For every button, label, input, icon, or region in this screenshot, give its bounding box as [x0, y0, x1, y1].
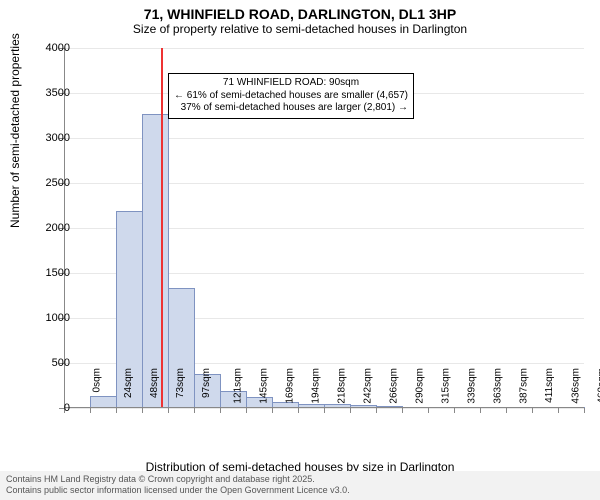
x-tick-label: 315sqm	[441, 368, 452, 404]
y-tick-label: 3500	[10, 87, 70, 99]
x-tick-label: 339sqm	[467, 368, 478, 404]
x-tick-mark	[142, 408, 143, 413]
chart-subtitle: Size of property relative to semi-detach…	[0, 22, 600, 40]
x-tick-mark	[454, 408, 455, 413]
gridline	[64, 48, 584, 49]
y-tick-label: 2500	[10, 177, 70, 189]
x-tick-mark	[246, 408, 247, 413]
x-tick-label: 436sqm	[571, 368, 582, 404]
annotation-line: ← 61% of semi-detached houses are smalle…	[174, 90, 408, 103]
x-tick-mark	[532, 408, 533, 413]
annotation-box: 71 WHINFIELD ROAD: 90sqm← 61% of semi-de…	[168, 73, 414, 119]
x-tick-mark	[194, 408, 195, 413]
x-tick-mark	[116, 408, 117, 413]
chart-container: 71, WHINFIELD ROAD, DARLINGTON, DL1 3HP …	[0, 0, 600, 500]
x-tick-label: 169sqm	[285, 368, 296, 404]
x-tick-mark	[428, 408, 429, 413]
x-tick-label: 24sqm	[123, 368, 134, 398]
x-tick-mark	[584, 408, 585, 413]
x-tick-label: 0sqm	[91, 368, 102, 392]
x-tick-label: 363sqm	[493, 368, 504, 404]
y-tick-label: 1000	[10, 312, 70, 324]
y-axis-label: Number of semi-detached properties	[8, 33, 22, 228]
x-tick-mark	[90, 408, 91, 413]
x-tick-label: 97sqm	[201, 368, 212, 398]
x-tick-label: 73sqm	[175, 368, 186, 398]
x-tick-label: 48sqm	[149, 368, 160, 398]
x-tick-mark	[376, 408, 377, 413]
x-tick-mark	[168, 408, 169, 413]
attribution-line1: Contains HM Land Registry data © Crown c…	[6, 474, 594, 486]
x-tick-mark	[220, 408, 221, 413]
y-tick-label: 0	[10, 402, 70, 414]
x-tick-label: 387sqm	[519, 368, 530, 404]
y-tick-label: 1500	[10, 267, 70, 279]
plot-region: 71 WHINFIELD ROAD: 90sqm← 61% of semi-de…	[64, 48, 584, 408]
x-axis-line	[64, 407, 584, 408]
attribution-text: Contains HM Land Registry data © Crown c…	[0, 471, 600, 500]
histogram-bar	[142, 114, 169, 408]
x-tick-label: 460sqm	[597, 368, 600, 404]
x-tick-label: 121sqm	[233, 368, 244, 404]
x-tick-mark	[402, 408, 403, 413]
x-tick-mark	[480, 408, 481, 413]
x-tick-label: 266sqm	[389, 368, 400, 404]
x-tick-label: 145sqm	[259, 368, 270, 404]
x-tick-mark	[298, 408, 299, 413]
x-tick-label: 242sqm	[363, 368, 374, 404]
x-tick-mark	[272, 408, 273, 413]
reference-line	[161, 48, 163, 408]
y-tick-label: 4000	[10, 42, 70, 54]
annotation-line: 71 WHINFIELD ROAD: 90sqm	[174, 77, 408, 90]
y-tick-label: 3000	[10, 132, 70, 144]
x-tick-label: 411sqm	[544, 368, 555, 403]
chart-title: 71, WHINFIELD ROAD, DARLINGTON, DL1 3HP	[0, 0, 600, 22]
x-tick-label: 218sqm	[337, 368, 348, 404]
x-tick-mark	[350, 408, 351, 413]
x-tick-mark	[506, 408, 507, 413]
y-tick-label: 500	[10, 357, 70, 369]
y-tick-label: 2000	[10, 222, 70, 234]
x-tick-mark	[558, 408, 559, 413]
x-tick-label: 290sqm	[415, 368, 426, 404]
x-tick-mark	[324, 408, 325, 413]
x-tick-label: 194sqm	[311, 368, 322, 404]
attribution-line2: Contains public sector information licen…	[6, 485, 594, 497]
annotation-line: 37% of semi-detached houses are larger (…	[174, 102, 408, 115]
